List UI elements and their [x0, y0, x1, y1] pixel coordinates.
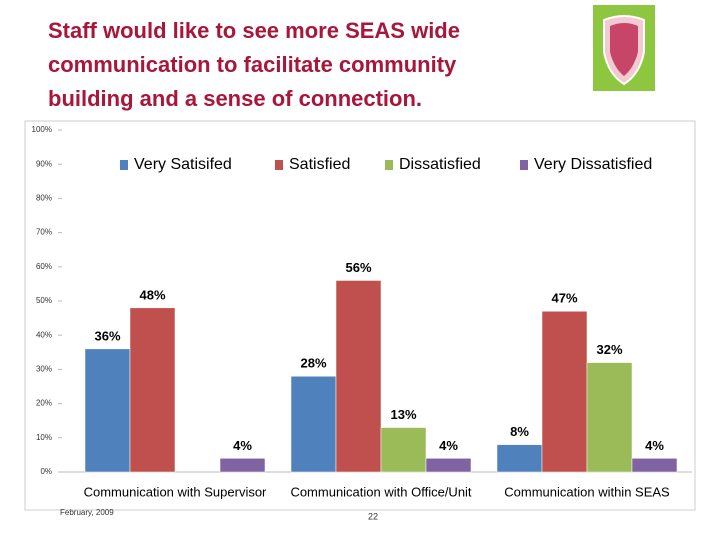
page-number: 22	[368, 511, 378, 521]
data-label: 4%	[645, 438, 664, 453]
bar	[129, 307, 176, 473]
bar	[380, 427, 427, 473]
title-line: building and a sense of connection.	[48, 86, 422, 111]
bar	[631, 458, 678, 473]
bar	[425, 458, 472, 473]
legend-swatch	[385, 160, 393, 170]
legend-swatch	[520, 160, 528, 170]
data-label: 56%	[345, 260, 371, 275]
data-label: 36%	[94, 328, 120, 343]
y-tick-label: 60%	[36, 262, 52, 271]
x-tick-label: Communication with Supervisor	[84, 484, 267, 499]
data-label: 32%	[596, 342, 622, 357]
footer-date: February, 2009	[60, 508, 114, 517]
legend-swatch	[275, 160, 283, 170]
data-label: 4%	[439, 438, 458, 453]
y-tick-label: 80%	[36, 194, 52, 203]
data-label: 28%	[300, 356, 326, 371]
y-tick-label: 50%	[36, 296, 52, 305]
y-tick-label: 10%	[36, 433, 52, 442]
legend-label: Very Satisifed	[134, 156, 232, 173]
data-label: 47%	[551, 291, 577, 306]
bar	[496, 444, 543, 473]
title-line: communication to facilitate community	[48, 52, 457, 77]
y-tick-label: 30%	[36, 365, 52, 374]
x-tick-label: Communication within SEAS	[504, 484, 670, 499]
legend-label: Satisfied	[289, 156, 350, 173]
data-label: 48%	[139, 287, 165, 302]
y-tick-label: 0%	[40, 467, 52, 476]
bar	[84, 348, 131, 473]
legend-label: Very Dissatisfied	[534, 156, 652, 173]
y-tick-label: 70%	[36, 228, 52, 237]
y-tick-label: 40%	[36, 330, 52, 339]
legend-label: Dissatisfied	[399, 156, 481, 173]
bar	[290, 375, 337, 473]
y-tick-label: 20%	[36, 399, 52, 408]
legend-swatch	[120, 160, 128, 170]
bar	[335, 280, 382, 473]
bar	[541, 311, 588, 473]
data-label: 8%	[510, 424, 529, 439]
data-label: 4%	[233, 438, 252, 453]
bar	[219, 458, 266, 473]
title-line: Staff would like to see more SEAS wide	[48, 18, 460, 43]
x-tick-label: Communication with Office/Unit	[290, 484, 471, 499]
y-tick-label: 100%	[32, 125, 52, 134]
logo	[593, 5, 655, 91]
y-tick-label: 90%	[36, 159, 52, 168]
bar	[586, 362, 633, 473]
data-label: 13%	[390, 407, 416, 422]
